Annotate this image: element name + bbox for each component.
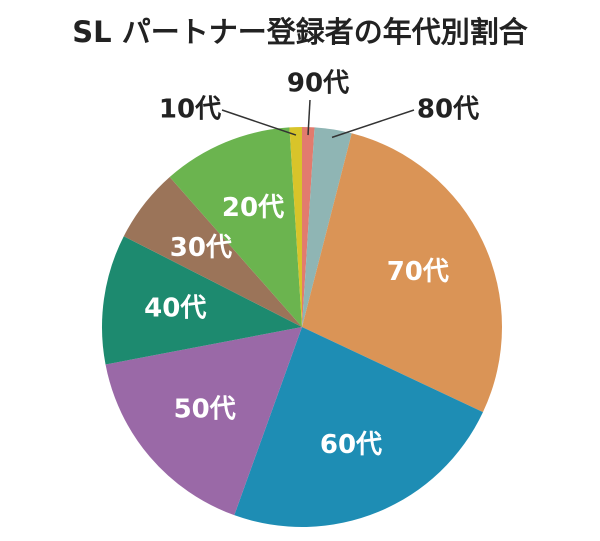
slice-label: 90代 — [287, 69, 349, 99]
slice-label: 80代 — [417, 95, 479, 125]
slice-label: 50代 — [174, 395, 236, 425]
slice-label: 60代 — [320, 430, 382, 460]
slice-label: 30代 — [170, 233, 232, 263]
pie-slice — [102, 236, 302, 365]
pie-slice — [123, 176, 302, 327]
leader-line — [307, 99, 311, 136]
pie-slice — [169, 127, 302, 327]
pie-slice — [234, 327, 483, 527]
pie-slice — [302, 133, 503, 413]
chart-title: SL パートナー登録者の年代別割合 — [72, 15, 527, 49]
leader-line — [331, 109, 415, 139]
slice-label: 70代 — [387, 257, 449, 287]
pie-slice — [289, 127, 302, 327]
pie-slice — [302, 127, 315, 327]
pie-slice — [302, 127, 352, 327]
slice-label: 10代 — [159, 95, 221, 125]
slice-label: 40代 — [144, 293, 206, 323]
leader-line — [221, 109, 297, 136]
slice-label: 20代 — [222, 193, 284, 223]
pie-slice — [105, 327, 303, 516]
